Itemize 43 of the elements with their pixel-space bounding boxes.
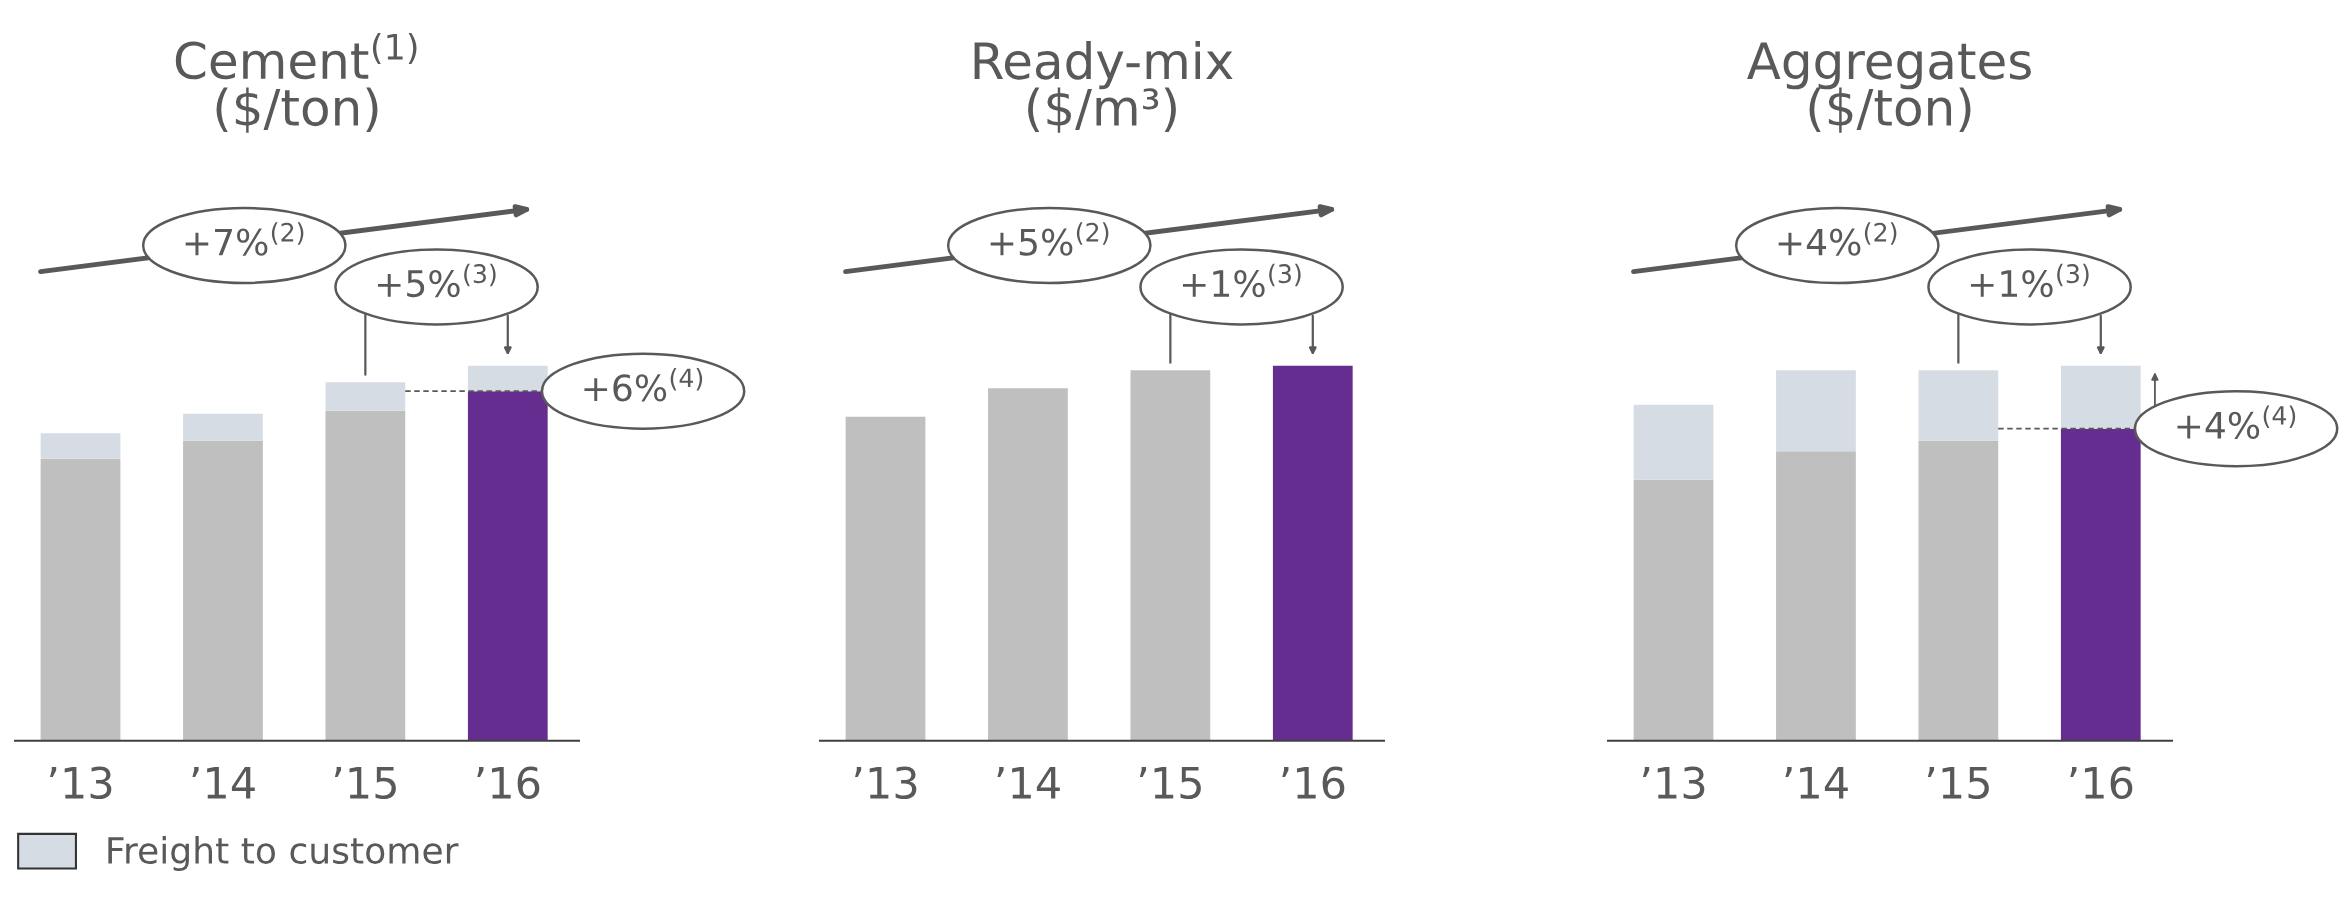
text: +5%$^{(2)}$ [990,222,1109,256]
bar [325,410,406,741]
x-tick-label: ’16 [2070,766,2133,800]
x-tick-label: ’14 [1785,767,1848,799]
chart-title: Ready-mix ($/m³) [974,40,1233,133]
bar [845,416,926,741]
text: +7%$^{(2)}$ [185,222,304,256]
bar [183,413,263,441]
legend-label: Freight to customer [108,836,459,872]
bar [1633,404,1714,480]
x-tick-label: ’13 [50,766,112,800]
bar [1633,479,1714,741]
bar [1130,370,1211,741]
text: +6%$^{(4)}$ [584,367,703,402]
x-tick-label: ’14 [192,767,255,799]
x-tick-label: ’14 [997,767,1060,799]
x-tick-label: ’13 [1643,766,1705,800]
bar [988,388,1068,741]
bar [467,365,548,392]
chart-title: Cement$^{(1)}$ ($/ton) [175,32,417,133]
text: +5%$^{(3)}$ [377,263,496,298]
x-tick-label: ’15 [1927,767,1989,800]
x-tick-label: ’16 [477,766,540,800]
text: +1%$^{(3)}$ [1970,263,2089,298]
chart-title: Aggregates ($/ton) [1747,42,2031,133]
bar [40,433,121,459]
bar [1776,451,1856,741]
bar [1918,370,1999,441]
bar [1918,440,1999,741]
bar [183,440,263,741]
text: +4%$^{(4)}$ [2177,405,2296,439]
x-tick-label: ’15 [334,767,396,800]
x-tick-label: ’13 [855,766,917,800]
bar [467,391,548,741]
bar [1776,370,1856,452]
bar [40,458,121,741]
text: +1%$^{(3)}$ [1182,263,1301,298]
bar [1272,365,1353,741]
bar [2060,428,2141,741]
x-tick-label: ’15 [1139,767,1201,800]
x-tick-label: ’16 [1282,766,1345,800]
text: +4%$^{(2)}$ [1778,222,1897,256]
bar [325,382,406,411]
